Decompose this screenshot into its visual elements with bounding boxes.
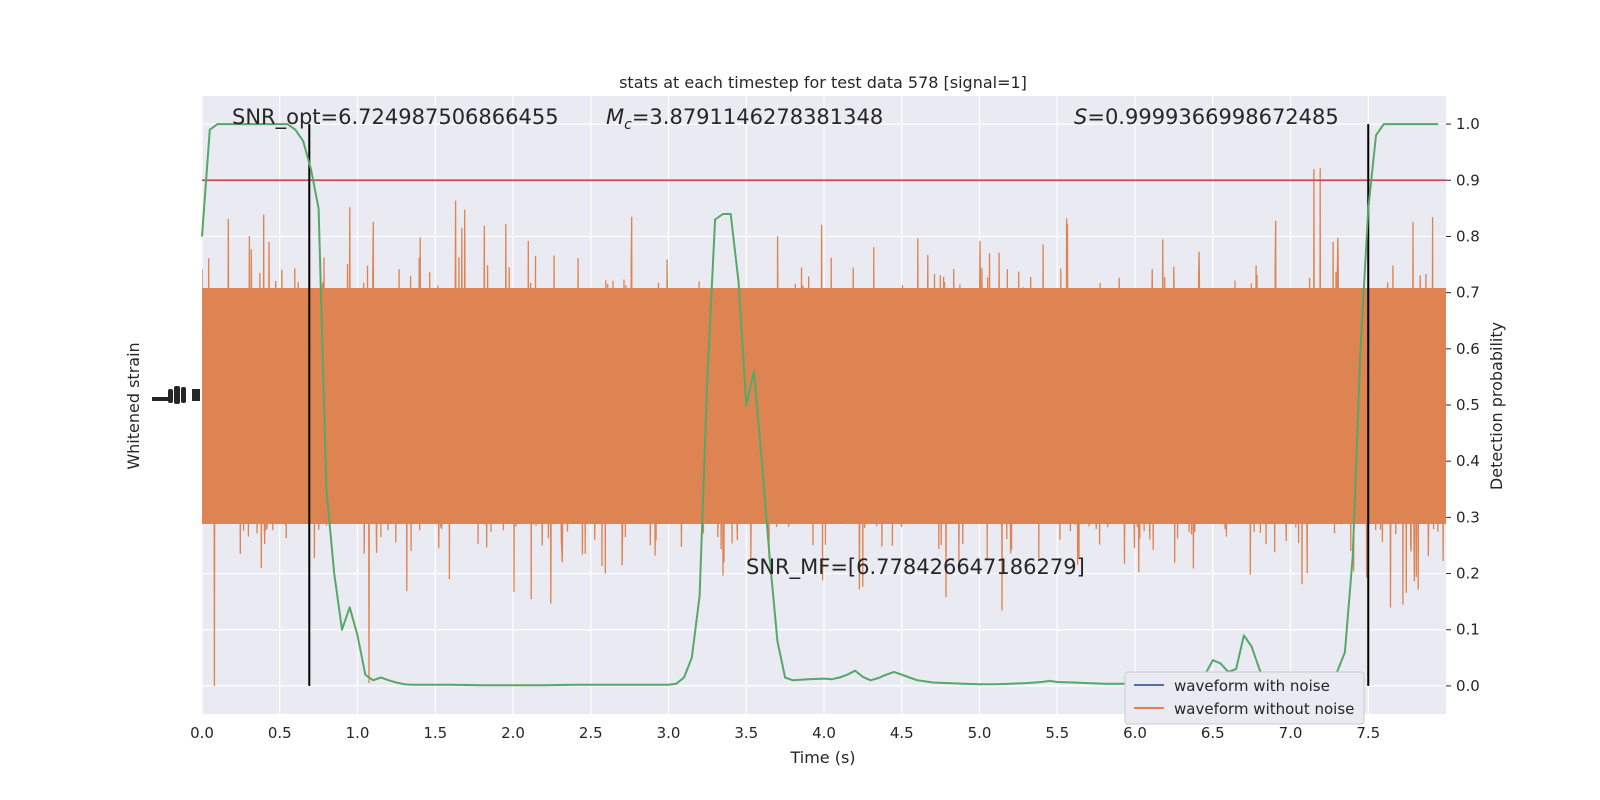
x-axis-ticks: 0.0 0.5 1.0 1.5 2.0 2.5 3.0 3.5 4.0 4.5 5.0 5.5 6.0 6… bbox=[190, 724, 1380, 742]
detection-probability-series bbox=[201, 123, 1439, 687]
right-tick-label: 0.2 bbox=[1456, 565, 1480, 583]
x-tick-label: 6.0 bbox=[1123, 724, 1147, 742]
legend-box bbox=[1124, 671, 1365, 725]
x-tick-label: 6.5 bbox=[1201, 724, 1225, 742]
x-tick-label: 3.5 bbox=[734, 724, 758, 742]
x-tick-label: 0.0 bbox=[190, 724, 214, 742]
x-tick-label: 4.5 bbox=[890, 724, 914, 742]
x-tick-label: 5.5 bbox=[1045, 724, 1069, 742]
right-tick-label: 0.0 bbox=[1456, 677, 1480, 695]
overlap-symbol: S bbox=[1074, 105, 1087, 129]
snr-mf-annotation: SNR_MF=[6.778426647186279] bbox=[746, 555, 1085, 580]
x-tick-label: 2.5 bbox=[579, 724, 603, 742]
right-tick-label: 0.7 bbox=[1456, 284, 1480, 302]
legend: waveform with noise waveform without noi… bbox=[1124, 671, 1365, 725]
x-tick-label: 5.0 bbox=[968, 724, 992, 742]
right-tick-label: 0.8 bbox=[1456, 227, 1480, 245]
x-axis-label: Time (s) bbox=[789, 748, 855, 767]
left-axis-overlapped-ticks bbox=[152, 386, 200, 404]
right-tick-label: 0.9 bbox=[1456, 171, 1480, 189]
chirp-mass-symbol: M bbox=[606, 105, 624, 129]
waveform-without-noise-series bbox=[202, 168, 1446, 687]
detection-probability-line bbox=[201, 123, 1439, 687]
x-tick-label: 4.0 bbox=[812, 724, 836, 742]
right-axis-ticks: 0.0 0.1 0.2 0.3 0.4 0.5 0.6 0.7 0.8 0.9 1.0 bbox=[1446, 115, 1480, 695]
chirp-mass-value: =3.8791146278381348 bbox=[632, 105, 883, 129]
right-tick-label: 0.3 bbox=[1456, 508, 1480, 526]
x-tick-label: 1.0 bbox=[346, 724, 370, 742]
legend-label-with-noise: waveform with noise bbox=[1174, 677, 1330, 695]
x-tick-label: 2.0 bbox=[501, 724, 525, 742]
legend-label-without-noise: waveform without noise bbox=[1174, 700, 1354, 718]
left-tick-smudge bbox=[192, 389, 200, 401]
x-tick-label: 7.5 bbox=[1356, 724, 1380, 742]
overlap-annotation: S=0.9999366998672485 bbox=[1074, 105, 1339, 129]
right-axis-label: Detection probability bbox=[1487, 322, 1506, 490]
x-tick-label: 1.5 bbox=[423, 724, 447, 742]
x-tick-label: 0.5 bbox=[268, 724, 292, 742]
overlap-value: =0.9999366998672485 bbox=[1087, 105, 1338, 129]
right-tick-label: 0.1 bbox=[1456, 621, 1480, 639]
x-tick-label: 3.0 bbox=[657, 724, 681, 742]
right-tick-label: 0.5 bbox=[1456, 396, 1480, 414]
chirp-mass-subscript: c bbox=[624, 117, 632, 133]
right-tick-label: 1.0 bbox=[1456, 115, 1480, 133]
right-tick-label: 0.4 bbox=[1456, 452, 1480, 470]
chirp-mass-annotation: Mc=3.8791146278381348 bbox=[606, 105, 883, 133]
right-tick-label: 0.6 bbox=[1456, 340, 1480, 358]
chart-title: stats at each timestep for test data 578… bbox=[619, 73, 1027, 92]
left-tick-smudge bbox=[181, 387, 186, 403]
left-tick-smudge bbox=[174, 386, 180, 404]
snr-opt-annotation: SNR_opt=6.724987506866455 bbox=[232, 105, 559, 130]
x-tick-label: 7.0 bbox=[1279, 724, 1303, 742]
left-tick-smudge bbox=[168, 389, 173, 403]
left-axis-label: Whitened strain bbox=[124, 342, 143, 469]
left-tick-smudge bbox=[152, 397, 170, 401]
waveform-without-noise-line bbox=[202, 168, 1446, 687]
